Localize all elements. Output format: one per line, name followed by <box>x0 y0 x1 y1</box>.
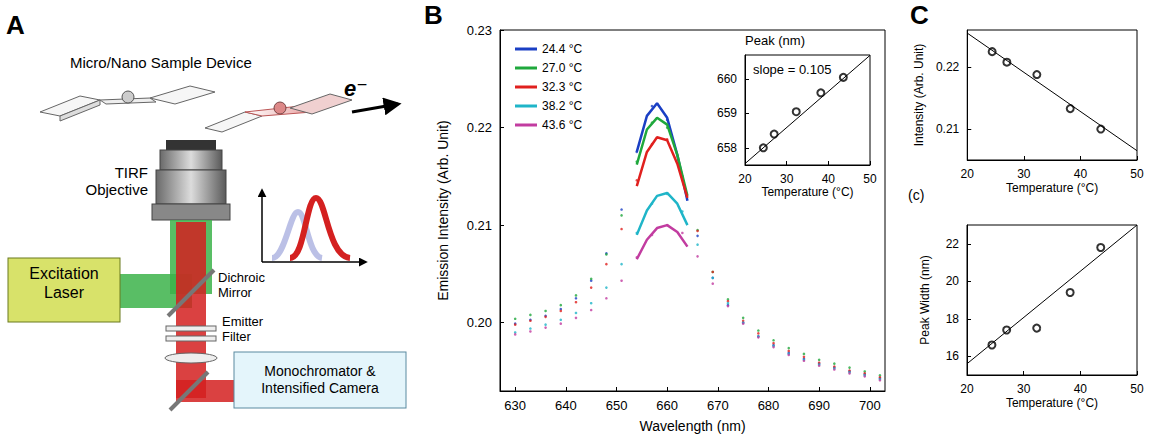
svg-text:slope = 0.105: slope = 0.105 <box>753 62 831 77</box>
svg-text:Temperature (°C): Temperature (°C) <box>1006 396 1098 410</box>
svg-text:Wavelength (nm): Wavelength (nm) <box>639 418 745 434</box>
svg-text:0.21: 0.21 <box>936 122 960 136</box>
svg-text:Emitter: Emitter <box>222 314 264 329</box>
svg-text:40: 40 <box>1074 382 1088 396</box>
svg-text:640: 640 <box>555 398 577 413</box>
svg-text:30: 30 <box>1017 167 1031 181</box>
svg-text:50: 50 <box>1130 382 1144 396</box>
svg-text:0.20: 0.20 <box>467 315 492 330</box>
svg-text:24.4 °C: 24.4 °C <box>542 42 582 56</box>
svg-text:0.22: 0.22 <box>936 60 960 74</box>
svg-text:659: 659 <box>717 106 737 120</box>
svg-text:20: 20 <box>738 172 752 186</box>
svg-text:30: 30 <box>1017 382 1031 396</box>
svg-text:630: 630 <box>504 398 526 413</box>
svg-text:40: 40 <box>1074 167 1088 181</box>
svg-text:0.21: 0.21 <box>467 218 492 233</box>
svg-text:22: 22 <box>946 237 960 251</box>
svg-text:680: 680 <box>758 398 780 413</box>
svg-text:e⁻: e⁻ <box>344 76 368 101</box>
svg-text:0.22: 0.22 <box>467 120 492 135</box>
svg-text:50: 50 <box>1130 167 1144 181</box>
svg-text:660: 660 <box>717 72 737 86</box>
svg-text:Intensity (Arb. Unit): Intensity (Arb. Unit) <box>912 44 926 147</box>
svg-text:0.23: 0.23 <box>467 23 492 38</box>
svg-text:A: A <box>6 10 25 40</box>
svg-text:30: 30 <box>780 172 794 186</box>
svg-text:38.2 °C: 38.2 °C <box>542 99 582 113</box>
svg-text:690: 690 <box>808 398 830 413</box>
svg-text:700: 700 <box>859 398 881 413</box>
svg-text:Laser: Laser <box>44 284 85 301</box>
svg-text:(c): (c) <box>908 187 924 203</box>
svg-text:Temperature (°C): Temperature (°C) <box>1006 181 1098 195</box>
svg-text:20: 20 <box>946 274 960 288</box>
svg-text:670: 670 <box>707 398 729 413</box>
svg-text:20: 20 <box>961 167 975 181</box>
svg-text:43.6 °C: 43.6 °C <box>542 118 582 132</box>
svg-text:Temperature (°C): Temperature (°C) <box>761 185 853 199</box>
svg-text:Micro/Nano Sample Device: Micro/Nano Sample Device <box>70 54 252 71</box>
svg-text:Filter: Filter <box>222 329 252 344</box>
html-text:B: B <box>424 0 443 30</box>
svg-text:650: 650 <box>606 398 628 413</box>
svg-text:40: 40 <box>822 172 836 186</box>
svg-text:Excitation: Excitation <box>29 265 98 282</box>
svg-text:Mirror: Mirror <box>218 285 253 300</box>
svg-text:TIRF: TIRF <box>115 164 148 181</box>
svg-text:Peak (nm): Peak (nm) <box>745 33 805 48</box>
svg-text:27.0 °C: 27.0 °C <box>542 61 582 75</box>
svg-text:660: 660 <box>656 398 678 413</box>
svg-text:Peak Width (nm): Peak Width (nm) <box>918 255 932 344</box>
svg-text:18: 18 <box>946 312 960 326</box>
svg-text:Emission Intensity (Arb. Unit): Emission Intensity (Arb. Unit) <box>435 120 451 301</box>
svg-text:20: 20 <box>960 382 974 396</box>
html-text:C: C <box>910 0 929 30</box>
svg-text:Intensified Camera: Intensified Camera <box>261 380 379 396</box>
svg-text:Objective: Objective <box>85 181 148 198</box>
svg-text:Monochromator &: Monochromator & <box>264 363 376 379</box>
svg-text:658: 658 <box>717 141 737 155</box>
svg-text:50: 50 <box>863 172 877 186</box>
svg-text:Dichroic: Dichroic <box>218 270 265 285</box>
svg-text:16: 16 <box>946 349 960 363</box>
svg-text:32.3 °C: 32.3 °C <box>542 80 582 94</box>
